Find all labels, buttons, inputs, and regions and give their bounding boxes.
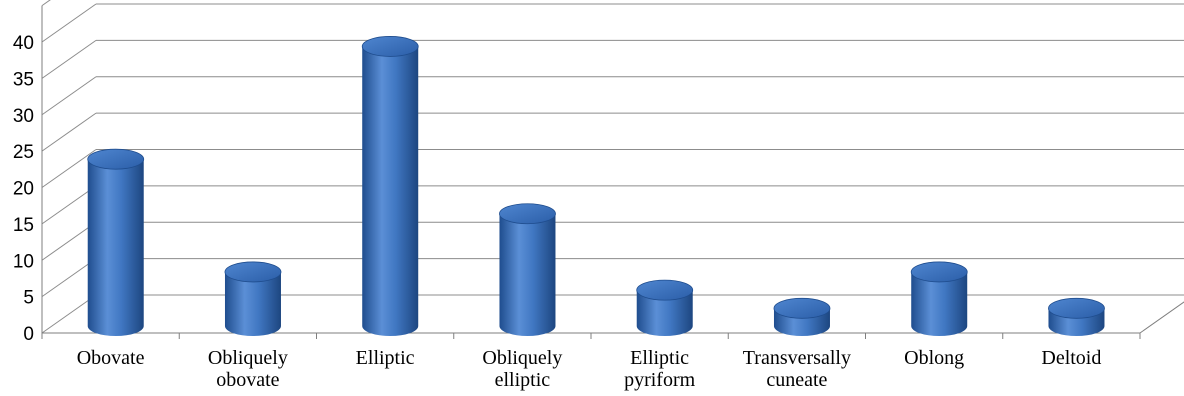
x-tick-label: Elliptic pyriform <box>624 347 696 391</box>
bars <box>87 36 1105 337</box>
gridlines <box>41 0 1184 334</box>
y-tick-label: 5 <box>23 288 34 309</box>
bar-body <box>499 213 556 336</box>
labels: 0 5 10 15 20 25 30 35 40 Obovate Obliquely obovate E… <box>13 33 1102 391</box>
bar-top <box>224 261 282 283</box>
bar <box>224 261 282 337</box>
y-tick-label: 15 <box>13 215 34 236</box>
bar-top <box>636 279 694 301</box>
y-tick-label: 30 <box>13 106 34 127</box>
bar <box>1048 297 1105 337</box>
bar-body <box>636 290 693 337</box>
bar-top <box>87 148 145 170</box>
gridline-diagonal <box>41 112 97 152</box>
gridline-diagonal <box>41 39 97 79</box>
y-tick-label: 0 <box>23 324 34 345</box>
gridline-diagonal <box>41 258 97 298</box>
gridline-diagonal <box>41 76 97 116</box>
bar-body <box>911 271 968 337</box>
bar <box>361 36 419 337</box>
gridline-diagonal <box>41 3 97 43</box>
bar <box>636 279 694 337</box>
x-tick-label: Oblong <box>904 347 964 369</box>
x-tick-label: Obliquely elliptic <box>482 347 562 391</box>
x-tick-label: Obliquely obovate <box>208 347 288 391</box>
y-tick-label: 25 <box>13 142 34 163</box>
gridline-diagonal <box>41 294 97 334</box>
y-tick-label: 10 <box>13 251 34 272</box>
axes <box>41 5 1184 339</box>
gridline-diagonal <box>41 0 51 7</box>
x-tick-label: Obovate <box>77 347 145 369</box>
x-tick-label: Elliptic <box>356 347 415 369</box>
bar-top <box>910 261 968 283</box>
y-tick-label: 35 <box>13 69 34 90</box>
bar-top <box>773 297 831 319</box>
x-tick-label: Deltoid <box>1041 347 1101 369</box>
bar <box>773 297 831 337</box>
bar <box>499 203 556 336</box>
bar <box>87 148 145 337</box>
gridline-diagonal <box>41 221 97 261</box>
bar <box>910 261 968 337</box>
bar-body <box>87 159 144 337</box>
bar-top <box>499 203 556 225</box>
x-tick-label: Transversally cuneate <box>743 347 851 391</box>
floor-edge <box>1139 301 1184 334</box>
bar-top <box>361 36 419 57</box>
y-tick-label: 40 <box>13 33 34 54</box>
bar-body <box>362 46 419 337</box>
y-tick-label: 20 <box>13 179 34 200</box>
gridline-diagonal <box>41 185 97 225</box>
bar-top <box>1048 297 1105 319</box>
bar-body <box>224 271 281 337</box>
gridline-diagonal <box>41 149 97 188</box>
